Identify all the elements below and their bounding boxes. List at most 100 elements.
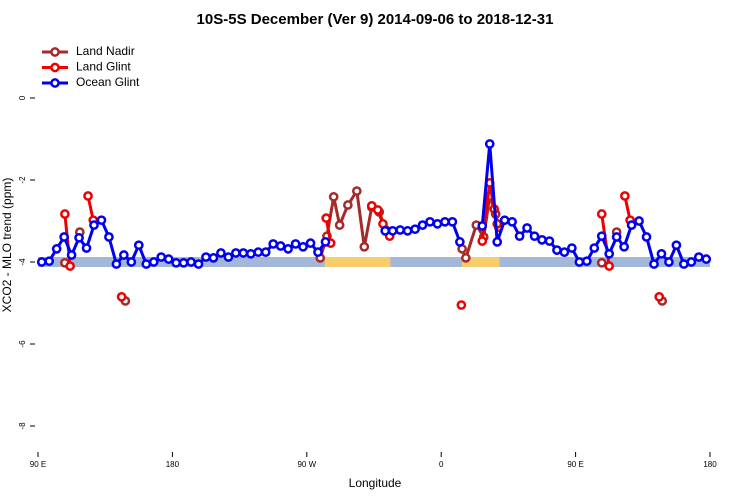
point [559,247,570,258]
point [201,252,211,262]
chart-title: 10S-5S December (Ver 9) 2014-09-06 to 20… [197,11,554,28]
point [74,232,84,243]
point [380,225,391,236]
land-segment [462,257,500,267]
point [216,248,226,258]
point [208,253,219,263]
point [111,259,122,269]
point [620,191,630,201]
point [514,231,525,242]
point [320,237,331,247]
legend-label: Land Nadir [76,44,135,58]
point [484,139,495,149]
legend-marker [50,78,60,88]
point [116,292,127,302]
point [186,257,196,267]
point [679,259,689,269]
point [148,257,159,267]
x-tick-label: 90 W [297,460,316,469]
point [119,250,129,260]
point [89,220,99,230]
point [334,220,345,230]
point [596,231,607,242]
point [537,235,547,245]
point [51,244,62,254]
point [552,245,562,255]
y-axis-label: XCO2 - MLO trend (ppm) [0,178,14,313]
point [351,186,362,196]
point [619,241,629,252]
point [440,216,450,227]
point [223,252,234,262]
x-tick-label: 90 E [567,460,583,469]
point [686,257,697,267]
point [59,232,69,242]
point [65,261,75,271]
point [447,216,458,227]
point [268,239,279,249]
point [283,244,293,254]
point [126,257,137,267]
point [477,236,488,246]
y-tick-label: -2 [18,176,27,184]
point [313,247,323,258]
point [701,254,712,264]
land-segment [324,257,391,267]
point [359,241,370,252]
legend-marker [50,62,60,73]
x-tick-label: 180 [166,460,180,469]
point [581,256,592,267]
point [245,248,256,259]
y-tick-label: -4 [18,258,27,266]
point [654,292,665,302]
point [589,243,600,253]
point [410,224,420,235]
point [141,259,152,269]
point [104,232,114,242]
point [507,216,517,227]
point [522,223,532,233]
point [163,254,174,264]
point [611,232,622,242]
point [626,220,637,230]
point [567,243,577,253]
point [425,216,435,227]
y-tick-label: -6 [18,340,27,348]
x-tick-label: 0 [439,460,444,469]
point [604,248,615,259]
point [60,209,70,219]
point [81,243,92,253]
point [156,252,167,262]
point [395,225,405,235]
point [231,248,241,258]
y-tick-label: 0 [18,95,27,100]
point [574,257,585,267]
legend-label: Ocean Glint [76,75,140,89]
point [604,261,615,271]
point [455,237,465,247]
point [417,220,428,230]
legend-marker [50,47,60,57]
point [649,259,659,269]
point [238,248,249,258]
point [499,215,510,226]
point [305,238,316,248]
point [432,219,443,229]
point [66,250,77,260]
point [492,237,503,247]
y-tick-label: -8 [18,422,27,430]
legend-label: Land Glint [76,60,131,74]
point [477,221,488,231]
point [343,200,353,210]
point [321,213,332,223]
point [596,209,607,219]
x-tick-label: 90 E [30,460,46,469]
point [328,191,339,202]
point [387,225,398,236]
point [372,205,383,215]
point [275,241,286,251]
point [290,239,301,249]
point [544,236,555,246]
point [460,253,471,263]
plot-area: 0 -2 -4 -6 -8 90 E 180 90 W 0 90 E 180 [18,95,717,469]
